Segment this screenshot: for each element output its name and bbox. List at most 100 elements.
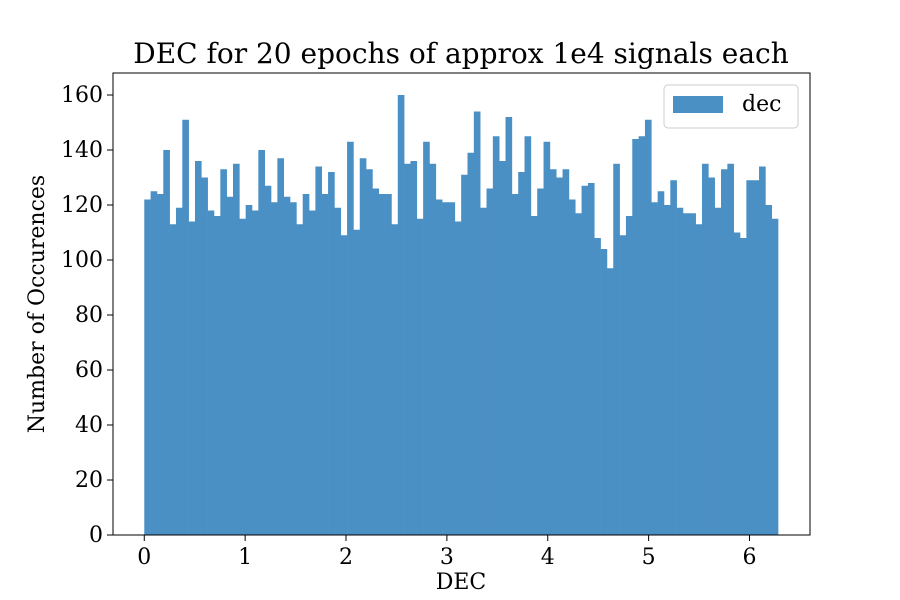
chart-title: DEC for 20 epochs of approx 1e4 signals … [133,37,788,70]
histogram-bar [505,117,513,535]
histogram-bar [429,163,437,535]
histogram-bar [258,150,265,535]
histogram-bar [714,207,722,535]
histogram-bar [594,238,601,535]
histogram-bar [480,207,487,535]
histogram-bar [359,158,367,535]
histogram-bar [663,205,671,535]
histogram-bar [385,194,392,535]
histogram-bar [416,218,424,535]
histogram-bar [543,141,551,535]
y-tick-label: 100 [61,248,103,273]
histogram-bar [733,232,741,535]
histogram-bar [315,166,323,535]
histogram-bar [619,235,627,535]
histogram-bar [721,169,728,535]
histogram-bar [765,205,773,535]
histogram-bar [169,224,177,535]
histogram-bar [537,188,544,535]
histogram-bar [182,119,189,535]
x-tick-label: 6 [742,545,756,570]
histogram-bar [613,163,620,535]
bars-group [144,95,779,535]
histogram-bar [378,194,386,535]
x-tick-label: 3 [440,545,454,570]
histogram-bar [156,194,164,535]
histogram-bar [239,218,246,535]
legend-box [663,84,799,129]
histogram-bar [740,238,747,535]
x-tick-label: 2 [339,545,353,570]
histogram-bar [676,207,684,535]
histogram-bar [226,196,234,535]
histogram-bar [163,150,170,535]
histogram-bar [283,196,291,535]
histogram-bar [606,268,614,535]
histogram-bar [473,111,481,535]
histogram-bar [220,169,227,535]
histogram-bar [511,194,519,535]
y-tick-label: 160 [61,83,103,108]
histogram-bar [638,136,646,535]
histogram-bar [423,141,430,535]
histogram-bar [233,163,240,535]
histogram-bar [207,210,215,535]
histogram-bar [499,161,506,535]
histogram-bar [708,177,715,535]
x-tick-label: 0 [137,545,151,570]
histogram-bar [486,188,494,535]
histogram-bar [252,210,259,535]
histogram-bar [144,199,151,535]
histogram-bar [328,172,335,535]
histogram-bar [461,174,468,535]
histogram-bar [372,188,380,535]
legend-swatch [673,96,723,113]
histogram-bar [771,218,779,535]
histogram-bar [334,207,342,535]
histogram-bar [689,213,696,535]
y-tick-label: 60 [75,358,103,383]
histogram-bar [518,172,525,535]
histogram-bar [549,169,557,535]
histogram-bar [397,95,405,535]
histogram-bar [194,161,202,535]
histogram-bar [213,216,221,535]
histogram-bar [575,213,582,535]
histogram-bar [391,224,399,535]
y-axis-label: Number of Occurences [25,175,50,433]
histogram-bar [264,185,272,535]
x-tick-label: 5 [642,545,656,570]
histogram-bar [188,221,196,535]
legend: dec [663,84,799,129]
histogram-bar [492,136,500,535]
histogram-bar [271,202,278,535]
histogram-bar [448,202,456,535]
histogram-bar [530,216,538,535]
histogram-bar [290,202,297,535]
histogram-bar [442,202,449,535]
histogram-bar [759,166,766,535]
x-tick-label: 4 [541,545,555,570]
histogram-bar [366,169,373,535]
histogram-bar [581,185,589,535]
x-tick-label: 1 [238,545,252,570]
histogram-bar [467,152,475,535]
y-tick-label: 0 [89,523,103,548]
histogram-bar [562,169,570,535]
histogram-bar [587,183,595,535]
histogram-bar [454,221,462,535]
x-axis-label: DEC [436,570,487,595]
y-axis-ticks: 0 20 40 60 80 100 120 140 160 [61,83,113,548]
histogram-bar [625,216,633,535]
histogram-bar [644,119,652,535]
histogram-bar [600,249,608,535]
x-axis-ticks: 0 1 2 3 4 5 6 [137,535,756,570]
histogram-bar [701,163,709,535]
histogram-bar [245,205,253,535]
histogram-bar [277,158,284,535]
histogram-bar [682,213,690,535]
y-tick-label: 80 [75,303,103,328]
histogram-bar [353,229,361,535]
histogram-bar [435,199,443,535]
